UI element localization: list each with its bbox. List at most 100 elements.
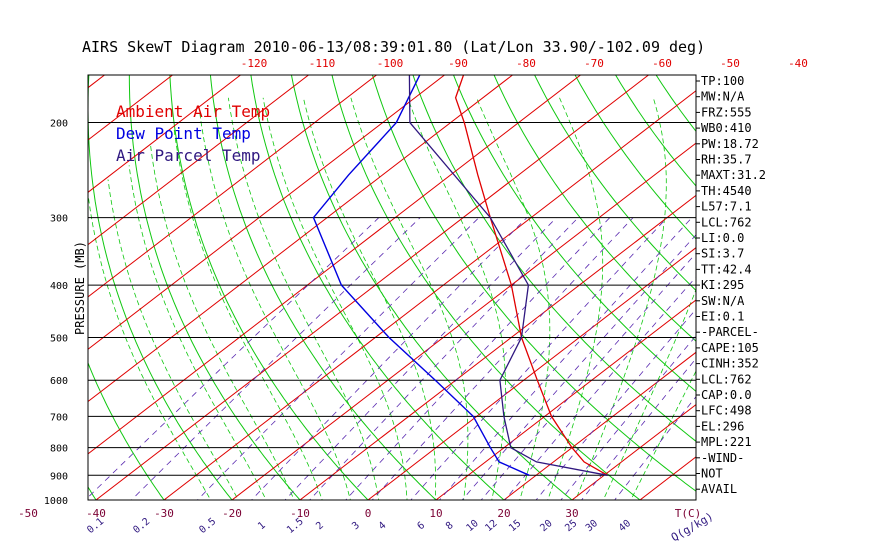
mixing-ratio-tick-label: 0.5	[197, 516, 218, 536]
legend-item: Ambient Air Temp	[116, 102, 270, 121]
isotherm	[0, 0, 82, 511]
mixing-ratio-line	[371, 217, 634, 500]
pressure-tick-label: 1000	[44, 496, 68, 507]
index-value: SW:N/A	[701, 294, 745, 308]
bottom-temp-tick-label: -20	[222, 507, 242, 520]
mixing-ratio-tick-label: 3	[350, 520, 362, 532]
mixing-ratio-line	[581, 357, 696, 500]
mixing-ratio-tick-label: 30	[584, 518, 600, 534]
series-dew-point-temp-line	[312, 75, 530, 476]
bottom-temp-tick-label: -10	[290, 507, 310, 520]
dry-adiabat	[331, 75, 641, 500]
moist-adiabat	[602, 288, 696, 500]
index-value: MW:N/A	[701, 90, 745, 104]
dry-adiabat	[574, 75, 696, 240]
bottom-temp-tick-label: 20	[497, 507, 510, 520]
index-value: AVAIL	[701, 482, 737, 496]
moist-adiabat	[173, 128, 323, 500]
dry-adiabat	[452, 75, 696, 393]
mixing-ratio-line	[196, 217, 480, 500]
mixing-ratio-tick-label: 4	[377, 520, 389, 532]
dry-adiabat	[250, 75, 505, 500]
pressure-tick-label: 300	[50, 214, 68, 225]
mixing-ratio-line	[535, 308, 696, 500]
mixing-ratio-line	[88, 217, 380, 498]
index-value: FRZ:555	[701, 105, 752, 119]
index-value: EI:0.1	[701, 310, 744, 324]
moist-adiabat	[303, 97, 437, 500]
isotherm	[88, 75, 446, 350]
y-axis-label: PRESSURE (MB)	[73, 241, 87, 335]
isotherm	[95, 75, 650, 500]
index-value: LCL:762	[701, 215, 752, 229]
pressure-tick-label: 900	[50, 471, 68, 482]
index-value: EL:296	[701, 419, 744, 433]
bottom-temp-tick-label: -40	[86, 507, 106, 520]
mixing-ratio-tick-label: 12	[483, 518, 499, 534]
mixing-ratio-line	[284, 217, 557, 500]
index-value: CINH:352	[701, 357, 759, 371]
moist-adiabat	[107, 179, 239, 500]
dry-adiabat	[738, 0, 870, 511]
top-temp-tick-label: -80	[516, 57, 536, 70]
dry-adiabat	[614, 75, 696, 187]
index-value: LFC:498	[701, 404, 752, 418]
pressure-tick-label: 600	[50, 376, 68, 387]
mixing-ratio-line	[461, 234, 696, 500]
index-value: TH:4540	[701, 184, 752, 198]
pressure-tick-label: 700	[50, 412, 68, 423]
x-axis-label: T(C)	[675, 507, 702, 520]
series-layer	[312, 75, 608, 476]
plot-frame	[87, 74, 697, 501]
index-value: CAP:0.0	[701, 388, 752, 402]
legend-item: Air Parcel Temp	[116, 146, 261, 165]
mixing-ratio-line	[309, 217, 579, 500]
dry-adiabat	[773, 0, 870, 511]
mixing-ratio-tick-label: 6	[415, 520, 427, 532]
mixing-ratio-tick-label: 0.2	[131, 516, 152, 536]
mixing-ratio-tick-label: 1	[256, 520, 268, 532]
pressure-tick-label: 200	[50, 119, 68, 130]
mixing-ratio-line	[614, 396, 696, 500]
index-value: -PARCEL-	[701, 325, 759, 339]
grid-layer	[0, 0, 870, 511]
mixing-ratio-line	[250, 217, 528, 500]
pressure-tick-label: 500	[50, 333, 68, 344]
mixing-ratio-tick-label: 8	[444, 520, 456, 532]
mixing-ratio-line	[345, 217, 611, 500]
dry-adiabat	[412, 75, 696, 442]
isotherm	[571, 403, 696, 500]
dry-adiabat	[169, 75, 369, 500]
moist-adiabat	[407, 97, 506, 500]
bottom-temp-tick-label: 30	[565, 507, 578, 520]
mixing-ratio-line	[560, 335, 696, 500]
legend: Ambient Air Temp Dew Point Temp Air Parcel…	[116, 102, 270, 165]
top-temp-tick-label: -110	[309, 57, 336, 70]
isotherm	[761, 0, 870, 511]
bottom-temp-tick-label: -30	[154, 507, 174, 520]
isotherm	[299, 194, 696, 500]
index-value: KI:295	[701, 278, 744, 292]
isotherm	[88, 75, 378, 298]
isotherm	[88, 75, 106, 89]
index-value: MAXT:31.2	[701, 168, 766, 182]
index-value: NOT	[701, 467, 723, 481]
moist-adiabat	[228, 97, 380, 500]
mixing-ratio-line	[504, 276, 696, 500]
top-temp-tick-label: -60	[652, 57, 672, 70]
dry-adiabat	[534, 75, 696, 292]
dry-adiabat	[128, 75, 301, 500]
index-value: LCL:762	[701, 372, 752, 386]
legend-item: Dew Point Temp	[116, 124, 251, 143]
index-value: TT:42.4	[701, 262, 752, 276]
chart-title: AIRS SkewT Diagram 2010-06-13/08:39:01.8…	[82, 38, 705, 56]
mixing-ratio-tick-label: 15	[507, 518, 523, 534]
temperature-axes: -50 -40 -30 -20 -10 0 10 20 30-120 -110 -100 -90 -80…	[18, 57, 808, 536]
top-temp-tick-label: -40	[788, 57, 808, 70]
pressure-tick-label: 800	[50, 444, 68, 455]
dry-adiabat	[809, 0, 870, 511]
index-value: SI:3.7	[701, 247, 744, 261]
dry-adiabat	[668, 0, 870, 511]
moist-adiabat	[575, 97, 667, 500]
